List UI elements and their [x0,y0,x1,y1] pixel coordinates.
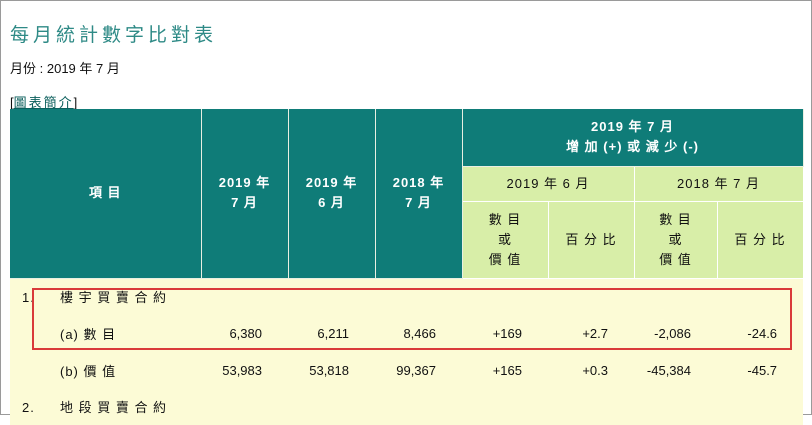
header-qty-1-c: 價 值 [488,251,522,267]
cell-2019-jun: 6,211 [288,314,375,352]
header-2019-jun-month: 6 月 [318,195,345,211]
row-label-text: (b) 價 值 [60,363,117,379]
row-label-text: (a) 數 目 [60,326,117,342]
cell-change-yoy-qty: -2,086 [634,314,717,352]
section-number: 1. [22,290,35,305]
table-row: (a) 數 目 6,380 6,211 8,466 +169 +2.7 -2,0… [10,314,804,352]
header-2018-jul-month: 7 月 [405,195,432,211]
cell-2018-jul: 8,466 [375,314,462,352]
page-title: 每月統計數字比對表 [10,24,218,46]
cell-change-mom-pct: +2.7 [548,314,634,352]
header-2018-jul: 2018 年 7 月 [375,109,463,279]
header-change-period: 2019 年 7 月 [591,119,675,135]
header-2019-jun: 2019 年 6 月 [288,109,376,279]
table-row: 1. 樓 宇 買 賣 合 約 [10,278,804,315]
section-title: 樓 宇 買 賣 合 約 [60,290,168,305]
cell-2019-jul: 53,983 [201,351,288,389]
section-title: 地 段 買 賣 合 約 [60,400,168,415]
cell-change-yoy-pct: -24.6 [717,314,804,352]
header-qty-2: 數 目 或 價 值 [634,201,718,279]
month-line: 月份 : 2019 年 7 月 [10,58,120,77]
row-label: (b) 價 值 [10,351,201,389]
header-qty-2-c: 價 值 [659,251,692,267]
header-qty-1-a: 數 目 [488,211,522,227]
cell-change-mom-qty: +169 [462,314,548,352]
intro-link[interactable]: 圖表簡介 [13,95,74,110]
header-qty-1-b: 或 [497,231,512,247]
header-qty-2-a: 數 目 [659,211,692,227]
month-value: 2019 年 7 月 [46,61,120,76]
cell-2019-jul: 6,380 [201,314,288,352]
month-label: 月份 : [10,61,44,76]
header-2019-jul-year: 2019 年 [218,175,271,191]
cell-change-yoy-pct: -45.7 [717,351,804,389]
header-pct-1: 百 分 比 [548,201,635,279]
section-label: 1. 樓 宇 買 賣 合 約 [10,278,804,315]
section-number: 2. [22,400,35,415]
intro-bracket-open: [ [10,95,14,110]
header-2018-jul-year: 2018 年 [392,175,445,191]
section-label: 2. 地 段 買 賣 合 約 [10,388,804,425]
header-change: 2019 年 7 月 增 加 (+) 或 減 少 (-) [462,109,804,167]
header-qty-2-b: 或 [668,231,683,247]
header-vs-2018-jul: 2018 年 7 月 [634,166,804,202]
cell-change-yoy-qty: -45,384 [634,351,717,389]
header-qty-1: 數 目 或 價 值 [462,201,549,279]
cell-2019-jun: 53,818 [288,351,375,389]
table-row: (b) 價 值 53,983 53,818 99,367 +165 +0.3 -… [10,351,804,389]
intro-link-line: [圖表簡介] [10,92,77,111]
header-item: 項 目 [10,109,202,279]
intro-bracket-close: ] [73,95,78,110]
cell-change-mom-pct: +0.3 [548,351,634,389]
statistics-table: 項 目 2019 年 7 月 2019 年 6 月 2018 年 7 月 201… [10,109,804,425]
header-change-desc: 增 加 (+) 或 減 少 (-) [566,139,699,155]
table-row: 2. 地 段 買 賣 合 約 [10,388,804,425]
cell-2018-jul: 99,367 [375,351,462,389]
header-vs-2019-jun: 2019 年 6 月 [462,166,635,202]
cell-change-mom-qty: +165 [462,351,548,389]
header-2019-jul-month: 7 月 [231,195,258,211]
header-2019-jun-year: 2019 年 [305,175,358,191]
row-label: (a) 數 目 [10,314,201,352]
header-pct-2: 百 分 比 [717,201,804,279]
header-2019-jul: 2019 年 7 月 [201,109,289,279]
